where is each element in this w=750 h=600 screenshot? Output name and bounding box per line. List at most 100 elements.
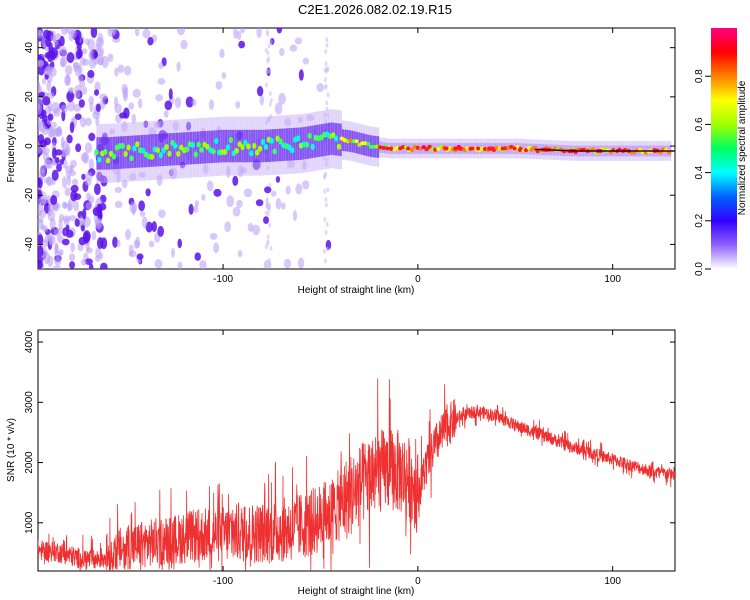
snr-panel: -100 0 100 1000 2000 3000 4000 Height of strai… [6, 329, 676, 597]
noise-cell [88, 158, 95, 171]
ridge-cell [123, 151, 128, 158]
signal-band [213, 130, 216, 163]
noise-cell [206, 180, 214, 192]
noise-cell [269, 245, 273, 251]
noise-cell [70, 242, 76, 253]
ridge-cell [196, 141, 201, 148]
ridge-cell [190, 141, 196, 148]
noise-cell [213, 188, 222, 197]
noise-cell [269, 97, 273, 103]
noise-cell [41, 196, 46, 207]
ridge-cell [120, 142, 125, 149]
noise-cell [39, 165, 46, 174]
signal-band [232, 129, 235, 163]
ridge-peak [487, 146, 492, 151]
noise-cell [38, 245, 44, 257]
noise-cell [297, 257, 305, 269]
ridge-cell [211, 148, 216, 155]
noise-cell [264, 186, 272, 194]
noise-cell [100, 47, 105, 56]
noise-cell [316, 83, 325, 93]
noise-cell [199, 260, 207, 269]
signal-band [222, 129, 225, 163]
signal-band [192, 131, 195, 165]
ridge-cell [158, 152, 163, 159]
noise-cell [74, 113, 82, 120]
noise-cell [325, 100, 329, 106]
ridge-cell [523, 148, 529, 153]
spectrogram-ytick-label: 40 [24, 42, 35, 54]
noise-cell [163, 110, 169, 118]
noise-cell [70, 184, 79, 193]
ridge-cell [269, 137, 274, 144]
noise-cell [95, 103, 101, 113]
noise-cell [157, 225, 165, 237]
noise-cell [275, 198, 282, 210]
snr-marks [38, 378, 675, 571]
ridge-cell [132, 145, 137, 152]
noise-cell [145, 221, 153, 233]
noise-cell [38, 198, 43, 207]
snr-plot-area [37, 329, 676, 572]
noise-cell [117, 64, 125, 74]
ridge-peak [500, 146, 505, 151]
colorbar-label: Normalized spectral amplitude [737, 80, 748, 215]
noise-cell [113, 96, 119, 108]
ridge-cell [243, 139, 248, 146]
noise-cell [39, 209, 47, 219]
snr-xlabel: Height of straight line (km) [298, 586, 415, 597]
snr-series-line [38, 378, 675, 571]
signal-band [260, 129, 263, 163]
ridge-cell [205, 143, 210, 150]
signal-band [208, 130, 211, 164]
noise-cell [116, 239, 121, 248]
signal-band [220, 129, 223, 163]
noise-cell [71, 178, 79, 186]
noise-cell [96, 203, 102, 212]
noise-cell [93, 50, 99, 59]
ridge-cell [254, 149, 260, 156]
noise-cell [247, 222, 254, 232]
noise-cell [67, 100, 76, 112]
ridge-peak [444, 146, 449, 151]
noise-cell [56, 163, 62, 172]
noise-cell [270, 190, 277, 197]
noise-cell [82, 58, 90, 66]
signal-band [115, 136, 118, 170]
signal-band [309, 125, 312, 159]
noise-cell [68, 215, 77, 222]
ridge-cell [336, 143, 342, 150]
noise-cell [243, 188, 253, 198]
ridge-cell [234, 147, 239, 154]
noise-cell [266, 234, 270, 240]
noise-cell [84, 142, 93, 154]
noise-cell [298, 69, 304, 81]
noise-cell [59, 158, 65, 165]
signal-band [316, 124, 319, 158]
ridge-cell [94, 149, 99, 156]
noise-cell [267, 207, 271, 213]
colorbar-tick-label: 0.4 [694, 165, 705, 179]
noise-cell [226, 195, 235, 208]
noise-cell [194, 252, 201, 261]
noise-cell [325, 246, 329, 252]
noise-cell [80, 259, 87, 266]
noise-cell [64, 187, 71, 197]
ridge-cell [140, 147, 146, 154]
noise-cell [142, 28, 151, 39]
noise-cell [323, 216, 327, 222]
signal-band [295, 127, 298, 161]
noise-cell [51, 121, 57, 128]
noise-cell [325, 42, 329, 48]
noise-cell [87, 70, 95, 79]
ridge-cell [161, 147, 166, 154]
noise-cell [265, 198, 269, 204]
ridge-cell [310, 143, 315, 150]
noise-cell [148, 240, 155, 248]
noise-cell [236, 199, 243, 208]
ridge-peak [457, 146, 462, 151]
noise-cell [38, 145, 42, 154]
signal-band [119, 136, 123, 169]
noise-cell [121, 83, 128, 95]
noise-cell [323, 258, 327, 264]
